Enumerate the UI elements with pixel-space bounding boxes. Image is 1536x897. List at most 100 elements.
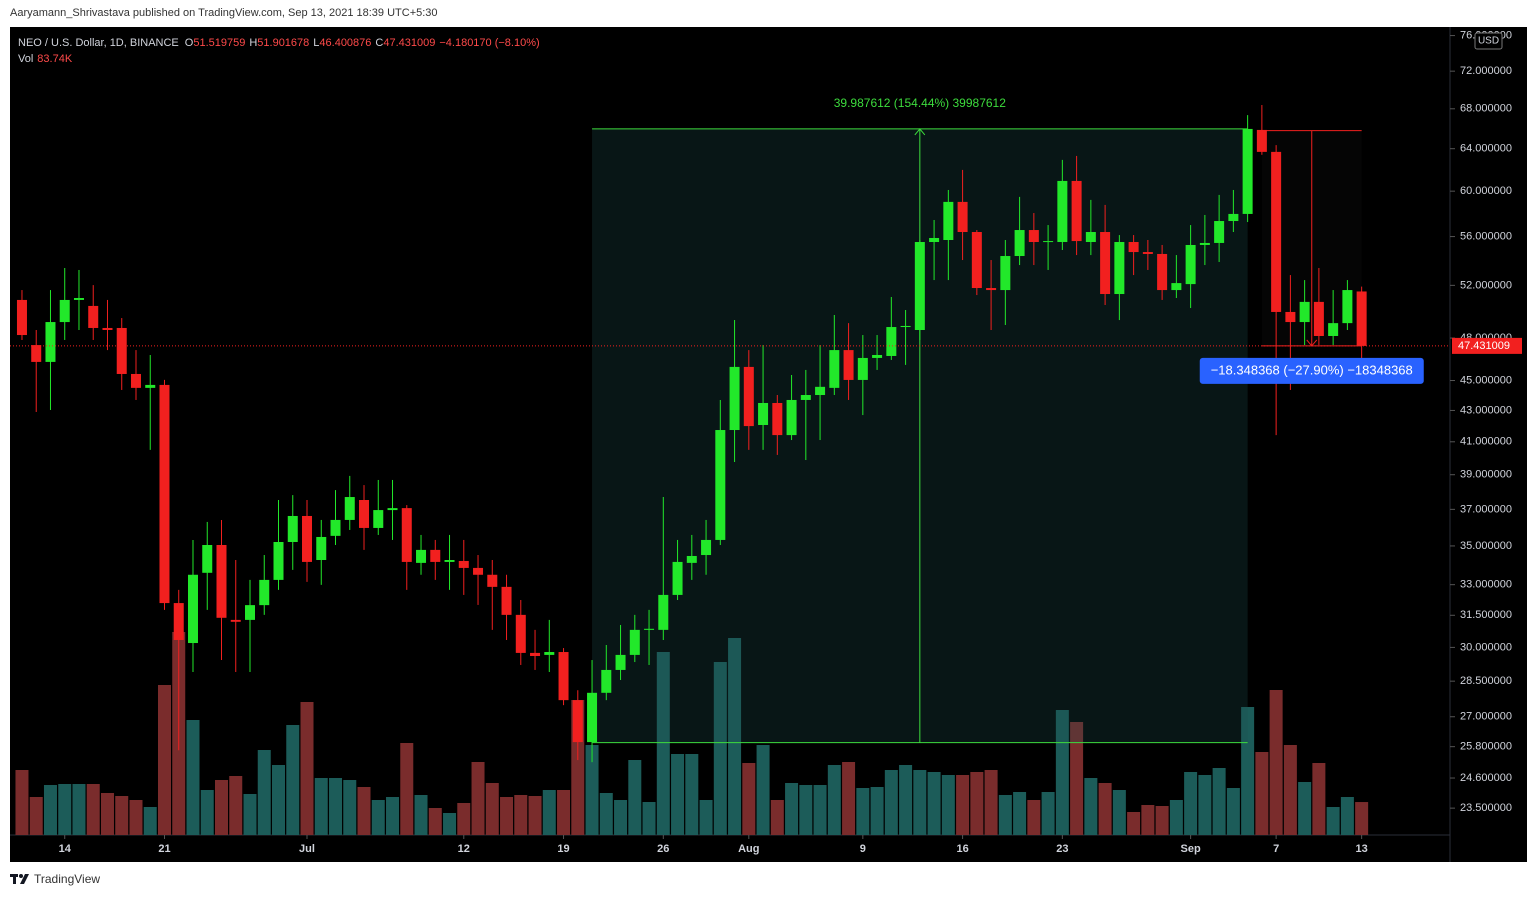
volume-bar (1155, 806, 1169, 835)
legend-open: 51.519759 (193, 37, 246, 49)
candle-body (130, 373, 141, 388)
y-tick-label: 24.600000 (1460, 772, 1512, 784)
volume-bar (15, 770, 29, 835)
x-tick-label: 14 (59, 843, 72, 855)
volume-bar (229, 776, 243, 835)
volume-bar (1212, 768, 1226, 835)
candle-body (743, 366, 754, 427)
candle-body (302, 515, 313, 562)
candle-body (943, 201, 954, 240)
volume-bar (500, 797, 514, 835)
volume-bar (1269, 690, 1283, 835)
legend-key: Vol (18, 53, 34, 65)
candle-body (173, 603, 184, 640)
volume-bar (343, 780, 357, 835)
x-tick-label: 9 (860, 843, 866, 855)
legend-key: H (249, 37, 258, 49)
volume-bar (671, 754, 685, 835)
volume-bar (1226, 788, 1240, 835)
candle-body (1328, 323, 1339, 336)
volume-bar (1241, 707, 1255, 835)
y-tick-label: 25.800000 (1460, 741, 1512, 753)
volume-bar (884, 770, 898, 835)
volume-bar (528, 796, 542, 835)
candle-body (287, 515, 298, 543)
volume-bar (827, 765, 841, 835)
x-tick-label: Aug (738, 843, 759, 855)
measure-label: −18.348368 (−27.90%) −18348368 (1211, 362, 1413, 377)
volume-bar (371, 800, 385, 835)
candle-body (88, 305, 99, 328)
candle-body (1271, 151, 1282, 312)
volume-bar (414, 795, 428, 835)
volume-bar (856, 788, 870, 835)
candle-body (800, 395, 811, 400)
volume-bar (585, 745, 599, 835)
volume-bar (1169, 800, 1183, 835)
volume-bar (1055, 710, 1069, 835)
candle-body (1157, 253, 1168, 291)
candle-body (344, 497, 355, 520)
y-tick-label: 41.000000 (1460, 436, 1512, 448)
volume-bar (970, 772, 984, 835)
candle-body (31, 345, 42, 362)
legend-key: L (313, 37, 320, 49)
candle-body (73, 298, 84, 300)
candle-body (544, 652, 555, 655)
candle-body (102, 327, 113, 331)
legend-close: 47.431009 (383, 37, 436, 49)
candle-body (758, 402, 769, 425)
x-tick-label: 7 (1273, 843, 1279, 855)
volume-bar (1326, 807, 1340, 835)
volume-bar (100, 793, 114, 835)
y-tick-label: 31.500000 (1460, 609, 1512, 621)
volume-bar (599, 793, 613, 835)
candle-body (530, 652, 541, 657)
candle-body (202, 544, 213, 573)
volume-bar (357, 787, 371, 835)
candle-body (16, 299, 27, 336)
volume-bar (956, 775, 970, 835)
volume-bar (214, 780, 228, 835)
candle-body (900, 325, 911, 328)
candle-body (159, 384, 170, 604)
candle-body (857, 357, 868, 380)
y-tick-label: 72.000000 (1460, 65, 1512, 77)
candle-body (416, 549, 427, 563)
volume-bar (443, 813, 457, 835)
candle-body (216, 544, 227, 618)
volume-bar (713, 662, 727, 835)
volume-bar (143, 807, 157, 835)
candle-body (401, 508, 412, 562)
volume-bar (58, 784, 72, 835)
volume-bar (329, 778, 343, 835)
candle-body (259, 579, 270, 606)
volume-bar (656, 652, 670, 835)
candle-body (1185, 244, 1196, 285)
volume-bar (1298, 782, 1312, 835)
candle-body (501, 586, 512, 615)
legend-row: Vol 83.74K (18, 51, 544, 67)
y-tick-label: 35.000000 (1460, 540, 1512, 552)
candle-body (373, 510, 384, 528)
candle-body (587, 692, 598, 743)
candle-body (116, 327, 127, 374)
y-tick-label: 30.000000 (1460, 641, 1512, 653)
y-tick-label: 68.000000 (1460, 103, 1512, 115)
candle-body (1356, 291, 1367, 346)
volume-bar (1355, 802, 1369, 835)
candle-body (572, 700, 583, 743)
candle-body (786, 399, 797, 436)
candle-body (430, 549, 441, 562)
volume-bar (984, 770, 998, 835)
candle-body (1285, 311, 1296, 323)
volume-bar (485, 783, 499, 835)
candle-body (1000, 256, 1011, 291)
volume-bar (699, 800, 713, 835)
volume-bar (870, 787, 884, 835)
volume-bar (129, 800, 143, 835)
last-price-box (1452, 337, 1522, 354)
volume-bar (186, 720, 200, 835)
y-tick-label: 56.000000 (1460, 230, 1512, 242)
